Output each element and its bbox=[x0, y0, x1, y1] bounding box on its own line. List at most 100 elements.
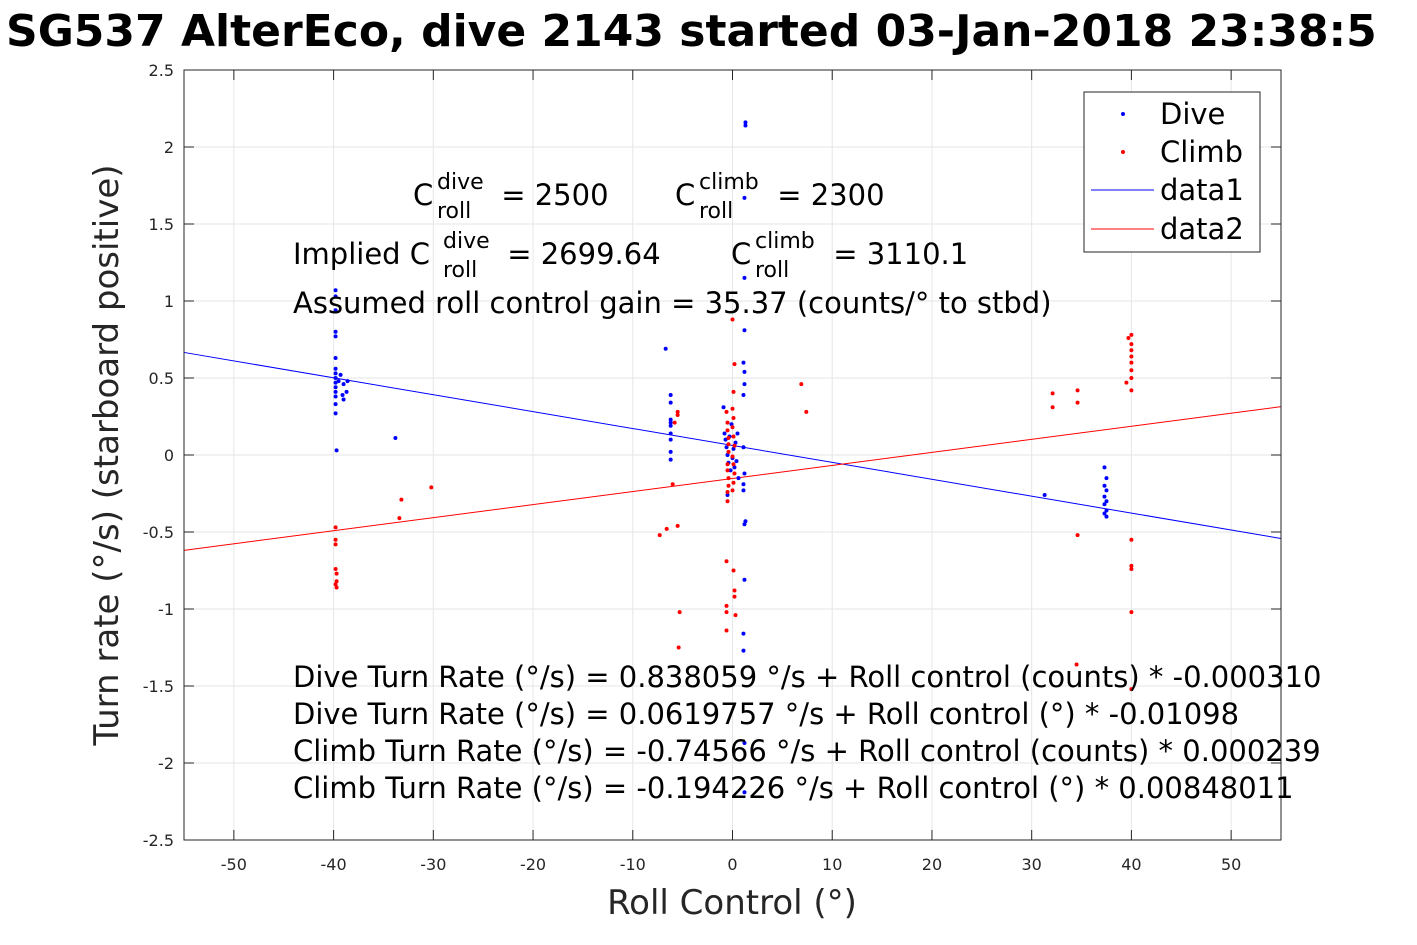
point-dive bbox=[333, 380, 338, 385]
x-tick-label: -40 bbox=[321, 855, 347, 874]
x-tick-label: 20 bbox=[922, 855, 942, 874]
point-dive bbox=[668, 417, 673, 422]
point-dive bbox=[340, 392, 345, 397]
point-climb bbox=[725, 462, 730, 467]
point-climb bbox=[333, 566, 338, 571]
point-dive bbox=[742, 522, 747, 527]
point-climb bbox=[1074, 662, 1079, 667]
point-dive bbox=[333, 402, 338, 407]
point-climb bbox=[1050, 405, 1055, 410]
point-climb bbox=[1129, 376, 1134, 380]
point-dive bbox=[1102, 494, 1107, 499]
point-dive bbox=[728, 468, 733, 473]
point-climb bbox=[1129, 354, 1134, 359]
c-roll-climb-sub: roll bbox=[699, 199, 733, 224]
point-dive bbox=[333, 385, 338, 390]
point-climb bbox=[670, 482, 675, 487]
point-climb bbox=[799, 382, 804, 387]
point-climb bbox=[657, 533, 662, 538]
implied-dive-value: = 2699.64 bbox=[498, 237, 661, 271]
point-dive bbox=[341, 382, 346, 387]
point-climb bbox=[725, 489, 730, 494]
point-dive bbox=[743, 123, 748, 128]
point-dive bbox=[338, 372, 343, 377]
point-dive bbox=[743, 519, 748, 524]
point-climb bbox=[1129, 610, 1134, 615]
point-dive bbox=[668, 431, 673, 436]
y-axis-label: Turn rate (°/s) (starboard positive) bbox=[87, 164, 127, 746]
point-climb bbox=[732, 443, 737, 448]
point-dive bbox=[333, 376, 338, 380]
point-dive bbox=[1102, 465, 1107, 470]
point-dive bbox=[742, 471, 747, 476]
point-climb bbox=[731, 462, 736, 467]
point-climb bbox=[732, 594, 737, 599]
point-dive bbox=[741, 631, 746, 636]
point-climb bbox=[726, 436, 731, 441]
y-tick-label: 1.5 bbox=[149, 215, 174, 234]
point-climb bbox=[724, 610, 729, 615]
point-dive bbox=[724, 445, 729, 450]
x-tick-label: -30 bbox=[420, 855, 446, 874]
legend-dive-label: Dive bbox=[1160, 97, 1225, 131]
point-dive bbox=[742, 790, 747, 795]
point-climb bbox=[731, 416, 736, 421]
point-dive bbox=[333, 389, 338, 394]
gain-annotation: Assumed roll control gain = 35.37 (count… bbox=[293, 286, 1052, 320]
point-climb bbox=[724, 603, 729, 608]
point-climb bbox=[724, 628, 729, 633]
implied-climb-sup: climb bbox=[755, 229, 815, 254]
point-climb bbox=[725, 420, 730, 425]
y-tick-label: 2 bbox=[164, 138, 174, 157]
point-dive bbox=[1102, 502, 1107, 507]
y-ticks: -2.5 -2 -1.5 -1 -0.5 0 0.5 1 1.5 2 2.5 bbox=[143, 61, 1281, 850]
point-climb bbox=[333, 542, 338, 547]
point-dive bbox=[1102, 511, 1107, 516]
point-dive bbox=[668, 400, 673, 405]
point-dive bbox=[333, 355, 338, 360]
x-tick-label: 30 bbox=[1022, 855, 1042, 874]
point-dive bbox=[333, 288, 338, 293]
point-climb bbox=[724, 409, 729, 414]
data-points bbox=[333, 120, 1134, 795]
point-climb bbox=[397, 516, 402, 521]
point-dive bbox=[345, 379, 350, 384]
x-tick-label: 50 bbox=[1221, 855, 1241, 874]
x-ticks: -50 -40 -30 -20 -10 0 10 20 30 40 50 bbox=[221, 70, 1241, 874]
point-dive bbox=[731, 446, 736, 451]
legend-climb-marker bbox=[1121, 150, 1125, 154]
point-dive bbox=[742, 740, 747, 745]
point-climb bbox=[730, 425, 735, 430]
point-climb bbox=[334, 579, 339, 584]
point-dive bbox=[668, 457, 673, 462]
point-dive bbox=[668, 449, 673, 454]
point-climb bbox=[724, 559, 729, 564]
x-axis-label: Roll Control (°) bbox=[607, 883, 857, 923]
point-dive bbox=[742, 369, 747, 374]
point-dive bbox=[725, 453, 730, 457]
point-climb bbox=[429, 485, 434, 490]
point-dive bbox=[333, 371, 338, 376]
point-dive bbox=[1104, 514, 1109, 519]
point-dive bbox=[668, 437, 673, 442]
legend-climb-label: Climb bbox=[1160, 135, 1243, 169]
point-climb bbox=[675, 523, 680, 528]
y-tick-label: -0.5 bbox=[143, 523, 174, 542]
implied-dive-prefix: Implied C bbox=[293, 237, 430, 271]
point-dive bbox=[333, 294, 338, 299]
point-climb bbox=[333, 582, 338, 587]
c-roll-climb-sup: climb bbox=[699, 170, 759, 195]
series-line-data2 bbox=[183, 406, 1282, 551]
point-climb bbox=[730, 317, 735, 322]
point-climb bbox=[1050, 391, 1055, 396]
point-dive bbox=[668, 423, 673, 428]
point-dive bbox=[741, 482, 746, 487]
point-dive bbox=[732, 465, 737, 470]
point-climb bbox=[726, 483, 731, 488]
point-climb bbox=[804, 409, 809, 414]
point-dive bbox=[668, 392, 673, 397]
point-dive bbox=[1104, 488, 1109, 493]
point-climb bbox=[676, 645, 681, 650]
point-climb bbox=[675, 412, 680, 417]
point-climb bbox=[731, 434, 736, 439]
